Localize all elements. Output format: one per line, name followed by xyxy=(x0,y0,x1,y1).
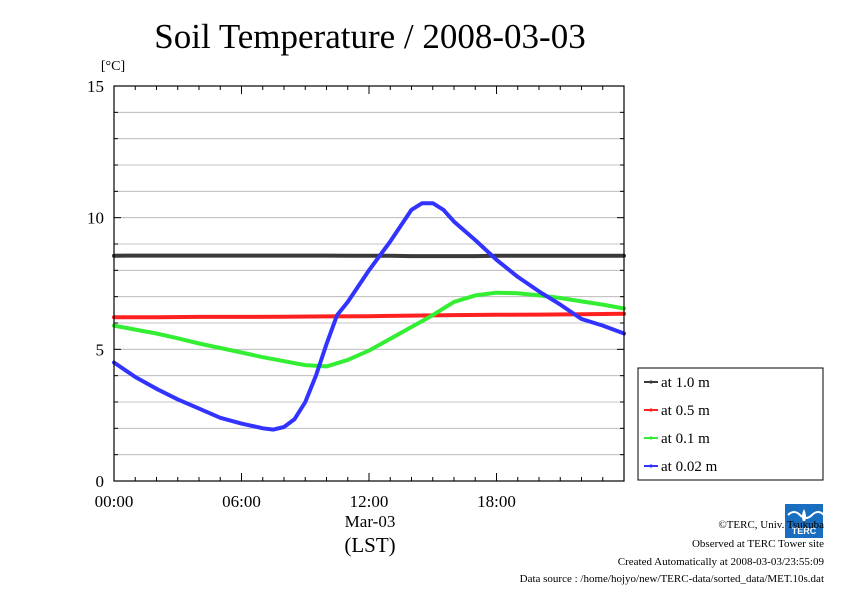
legend-box xyxy=(637,367,824,481)
series-line-3 xyxy=(112,201,626,432)
legend-marker xyxy=(649,464,653,468)
x-axis-date-label: Mar-03 xyxy=(345,512,396,531)
legend-label: at 1.0 m xyxy=(661,375,710,391)
x-tick-labels: 00:00 06:00 12:00 18:00 xyxy=(95,492,516,511)
x-tick-label: 00:00 xyxy=(95,492,134,511)
y-axis-unit-label: [°C] xyxy=(101,59,125,74)
footer-source: Data source : /home/hojyo/new/TERC-data/… xyxy=(519,573,824,585)
y-tick-label: 0 xyxy=(96,472,105,491)
y-tick-labels: 0 5 10 15 xyxy=(87,77,104,491)
legend-label: at 0.1 m xyxy=(661,431,710,447)
chart-title: Soil Temperature / 2008-03-03 xyxy=(154,17,585,56)
legend: at 1.0 m at 0.5 m at 0.1 m at 0.02 m xyxy=(637,367,824,481)
axis-ticks xyxy=(113,85,625,482)
x-tick-label: 06:00 xyxy=(222,492,261,511)
footer-observed: Observed at TERC Tower site xyxy=(691,538,824,550)
legend-marker xyxy=(649,408,653,412)
x-tick-label: 12:00 xyxy=(350,492,389,511)
legend-label: at 0.02 m xyxy=(661,459,718,475)
series-layer xyxy=(112,201,626,432)
x-axis-timezone-label: (LST) xyxy=(344,533,395,557)
series-line-1 xyxy=(112,311,626,320)
logo-text: TERC xyxy=(792,526,817,536)
y-tick-label: 5 xyxy=(96,340,105,359)
water-drop-icon xyxy=(802,509,806,523)
y-tick-label: 10 xyxy=(87,209,104,228)
legend-label: at 0.5 m xyxy=(661,403,710,419)
footer-copyright: ©TERC, Univ. Tsukuba xyxy=(718,519,824,531)
plot-frame xyxy=(113,85,625,482)
footer-created: Created Automatically at 2008-03-03/23:5… xyxy=(617,556,824,568)
legend-marker xyxy=(649,380,653,384)
terc-logo: TERC xyxy=(785,504,824,538)
y-tick-label: 15 xyxy=(87,77,104,96)
series-line-2 xyxy=(112,290,626,369)
series-line-0 xyxy=(112,253,626,259)
wave-icon xyxy=(787,511,824,519)
legend-marker xyxy=(649,436,653,440)
x-tick-label: 18:00 xyxy=(477,492,516,511)
